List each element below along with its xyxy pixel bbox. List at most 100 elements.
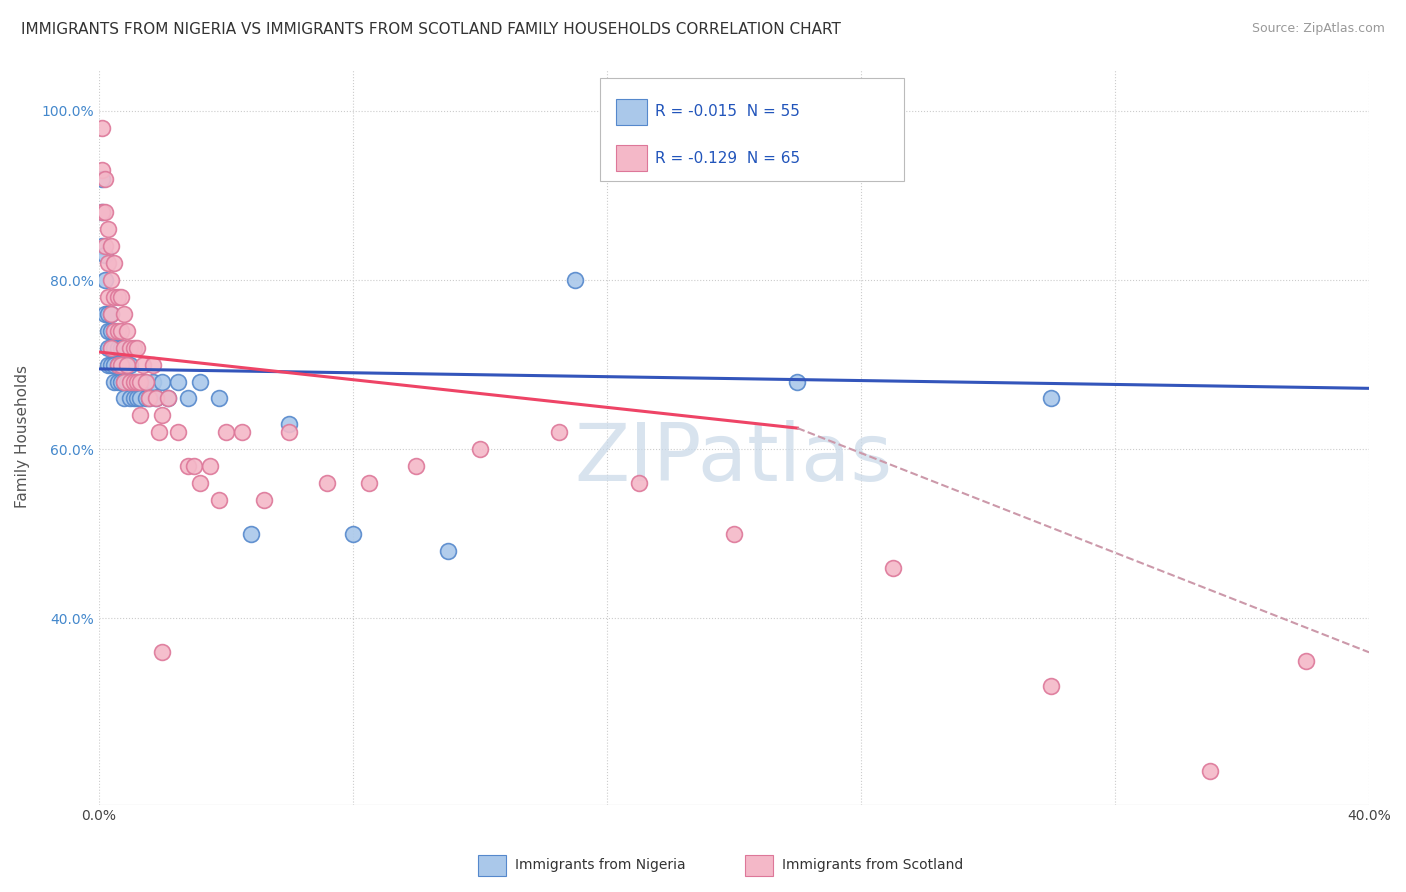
Point — [97, 341, 120, 355]
Point — [150, 409, 173, 423]
Point — [183, 459, 205, 474]
Point — [122, 375, 145, 389]
Point — [437, 543, 460, 558]
Point — [90, 171, 112, 186]
Text: ZIPatlas: ZIPatlas — [575, 419, 893, 498]
Point — [1199, 764, 1222, 778]
Point — [786, 375, 808, 389]
Point — [120, 341, 142, 355]
Point — [627, 476, 650, 491]
Point — [1040, 679, 1063, 693]
Point — [94, 273, 117, 287]
Point — [176, 459, 198, 474]
Point — [882, 560, 904, 574]
Point — [208, 493, 231, 508]
Point — [122, 392, 145, 406]
Point — [548, 425, 571, 440]
Point — [100, 324, 122, 338]
Point — [150, 375, 173, 389]
Point — [100, 239, 122, 253]
Point — [135, 392, 157, 406]
Point — [107, 341, 129, 355]
Point — [103, 341, 125, 355]
Point — [94, 307, 117, 321]
Point — [100, 358, 122, 372]
Point — [278, 417, 301, 431]
Point — [564, 273, 586, 287]
Point — [167, 425, 190, 440]
Point — [198, 459, 221, 474]
Point — [110, 358, 132, 372]
Point — [723, 527, 745, 541]
Point — [94, 205, 117, 219]
Point — [110, 341, 132, 355]
Point — [188, 476, 211, 491]
Text: Immigrants from Scotland: Immigrants from Scotland — [782, 858, 963, 872]
Point — [94, 247, 117, 261]
Point — [214, 425, 236, 440]
Point — [145, 392, 167, 406]
Point — [90, 205, 112, 219]
Point — [138, 392, 160, 406]
Point — [107, 358, 129, 372]
Point — [90, 239, 112, 253]
Point — [128, 375, 150, 389]
Point — [157, 392, 180, 406]
Point — [110, 290, 132, 304]
Point — [208, 392, 231, 406]
Point — [107, 375, 129, 389]
Point — [97, 307, 120, 321]
Text: R = -0.015  N = 55: R = -0.015 N = 55 — [655, 104, 800, 120]
Point — [90, 163, 112, 178]
Point — [176, 392, 198, 406]
Point — [405, 459, 427, 474]
Point — [90, 205, 112, 219]
Point — [110, 375, 132, 389]
Text: R = -0.129  N = 65: R = -0.129 N = 65 — [655, 151, 800, 166]
Point — [94, 171, 117, 186]
Point — [132, 358, 155, 372]
Point — [97, 256, 120, 270]
Point — [112, 307, 135, 321]
Point — [97, 324, 120, 338]
Point — [112, 375, 135, 389]
Point — [94, 239, 117, 253]
Point — [103, 256, 125, 270]
Point — [115, 324, 138, 338]
Point — [103, 324, 125, 338]
Point — [122, 341, 145, 355]
Point — [112, 358, 135, 372]
Point — [100, 341, 122, 355]
Point — [1295, 654, 1317, 668]
Point — [97, 222, 120, 236]
Text: Immigrants from Nigeria: Immigrants from Nigeria — [515, 858, 685, 872]
Y-axis label: Family Households: Family Households — [15, 365, 30, 508]
Point — [110, 324, 132, 338]
Point — [107, 324, 129, 338]
Point — [132, 375, 155, 389]
Point — [342, 527, 364, 541]
Point — [120, 392, 142, 406]
Point — [100, 341, 122, 355]
Point — [103, 358, 125, 372]
Point — [357, 476, 380, 491]
Point — [150, 645, 173, 659]
Point — [1040, 392, 1063, 406]
Point — [103, 324, 125, 338]
Point — [100, 307, 122, 321]
Point — [167, 375, 190, 389]
Text: Source: ZipAtlas.com: Source: ZipAtlas.com — [1251, 22, 1385, 36]
Text: IMMIGRANTS FROM NIGERIA VS IMMIGRANTS FROM SCOTLAND FAMILY HOUSEHOLDS CORRELATIO: IMMIGRANTS FROM NIGERIA VS IMMIGRANTS FR… — [21, 22, 841, 37]
Point — [112, 392, 135, 406]
Point — [90, 120, 112, 135]
Point — [128, 392, 150, 406]
Point — [120, 375, 142, 389]
Point — [148, 425, 170, 440]
Point — [468, 442, 491, 457]
Point — [112, 375, 135, 389]
Point — [107, 290, 129, 304]
Point — [97, 358, 120, 372]
Point — [107, 358, 129, 372]
Point — [125, 375, 148, 389]
Point — [145, 392, 167, 406]
